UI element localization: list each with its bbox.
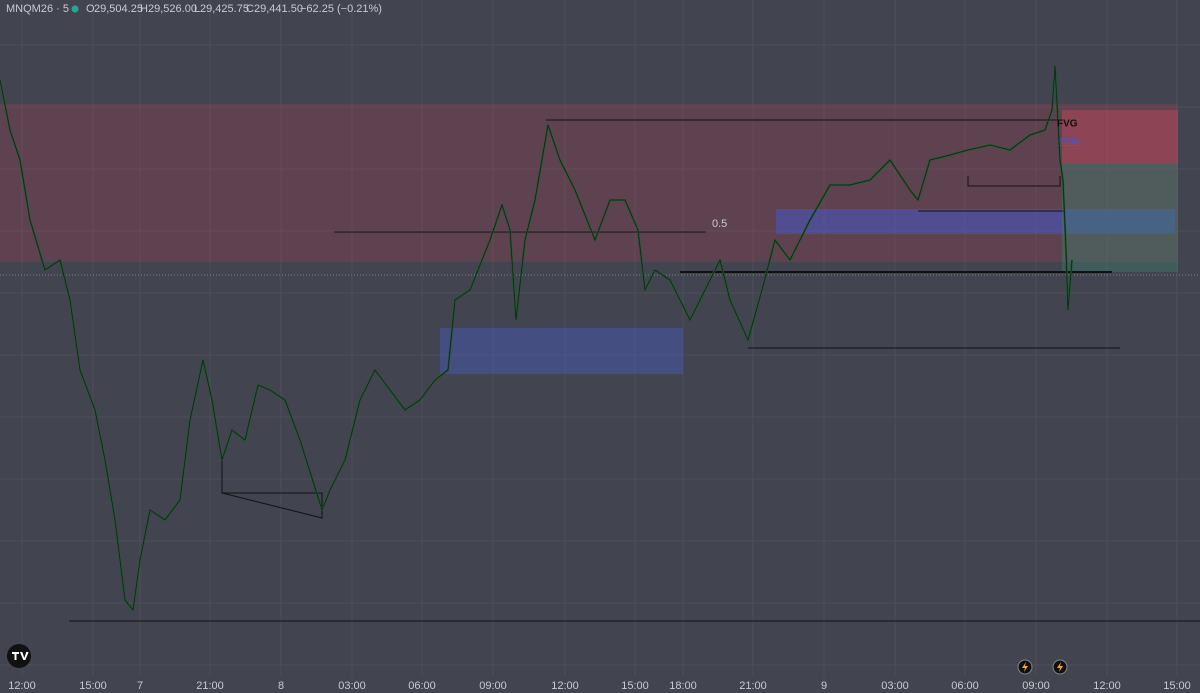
x-tick-label: 8 xyxy=(278,680,284,692)
x-tick-label: 06:00 xyxy=(951,680,979,692)
x-tick-label: 21:00 xyxy=(739,680,767,692)
cisd-label: CISD xyxy=(1060,137,1079,146)
triangle xyxy=(221,460,323,519)
ohlc-key: H xyxy=(140,3,148,15)
x-tick-label: 21:00 xyxy=(196,680,224,692)
x-tick-label: 09:00 xyxy=(479,680,507,692)
legend-header: MNQM26 · 5 O 29,504.25 H 29,526.00 L 29,… xyxy=(6,3,382,15)
x-tick-label: 09:00 xyxy=(1022,680,1050,692)
fvg-label: FVG xyxy=(1057,119,1078,130)
ohlc-key: O xyxy=(86,3,95,15)
grid xyxy=(0,0,1200,675)
x-tick-label: 03:00 xyxy=(881,680,909,692)
x-tick-label: 12:00 xyxy=(1093,680,1121,692)
x-tick-label: 12:00 xyxy=(551,680,579,692)
price-wicks xyxy=(0,65,1073,611)
tv-logo xyxy=(7,644,31,668)
fib-label: 0.5 xyxy=(712,218,727,230)
ohlc-value: 29,425.75 xyxy=(200,3,249,15)
x-tick-label: 15:00 xyxy=(1163,680,1191,692)
ohlc-value: 29,441.50 xyxy=(254,3,303,15)
stop-box xyxy=(1062,110,1178,164)
ohlc-key: L xyxy=(194,3,200,15)
x-tick-label: 15:00 xyxy=(79,680,107,692)
x-tick-label: 18:00 xyxy=(669,680,697,692)
x-tick-label: 7 xyxy=(137,680,143,692)
x-tick-label: 06:00 xyxy=(408,680,436,692)
change: −62.25 (−0.21%) xyxy=(300,3,382,15)
ohlc-key: C xyxy=(246,3,254,15)
x-tick-label: 15:00 xyxy=(621,680,649,692)
fvg-zone xyxy=(776,209,1175,234)
target-box xyxy=(1062,164,1178,272)
event-icons xyxy=(1017,659,1068,675)
symbol: MNQM26 · 5 xyxy=(6,3,69,15)
demand-zone xyxy=(440,328,683,374)
x-axis: 12:00 15:00 7 21:00 8 03:00 06:00 09:00 12:00 15:… xyxy=(8,680,1191,692)
level-line xyxy=(967,176,1061,187)
x-tick-label: 12:00 xyxy=(8,680,36,692)
supply-zone xyxy=(0,104,1178,262)
ohlc-value: 29,526.00 xyxy=(148,3,197,15)
x-tick-label: 03:00 xyxy=(338,680,366,692)
drawings xyxy=(69,119,1200,622)
ohlc-value: 29,504.25 xyxy=(94,3,143,15)
x-tick-label: 9 xyxy=(821,680,827,692)
status-dot xyxy=(71,5,79,13)
